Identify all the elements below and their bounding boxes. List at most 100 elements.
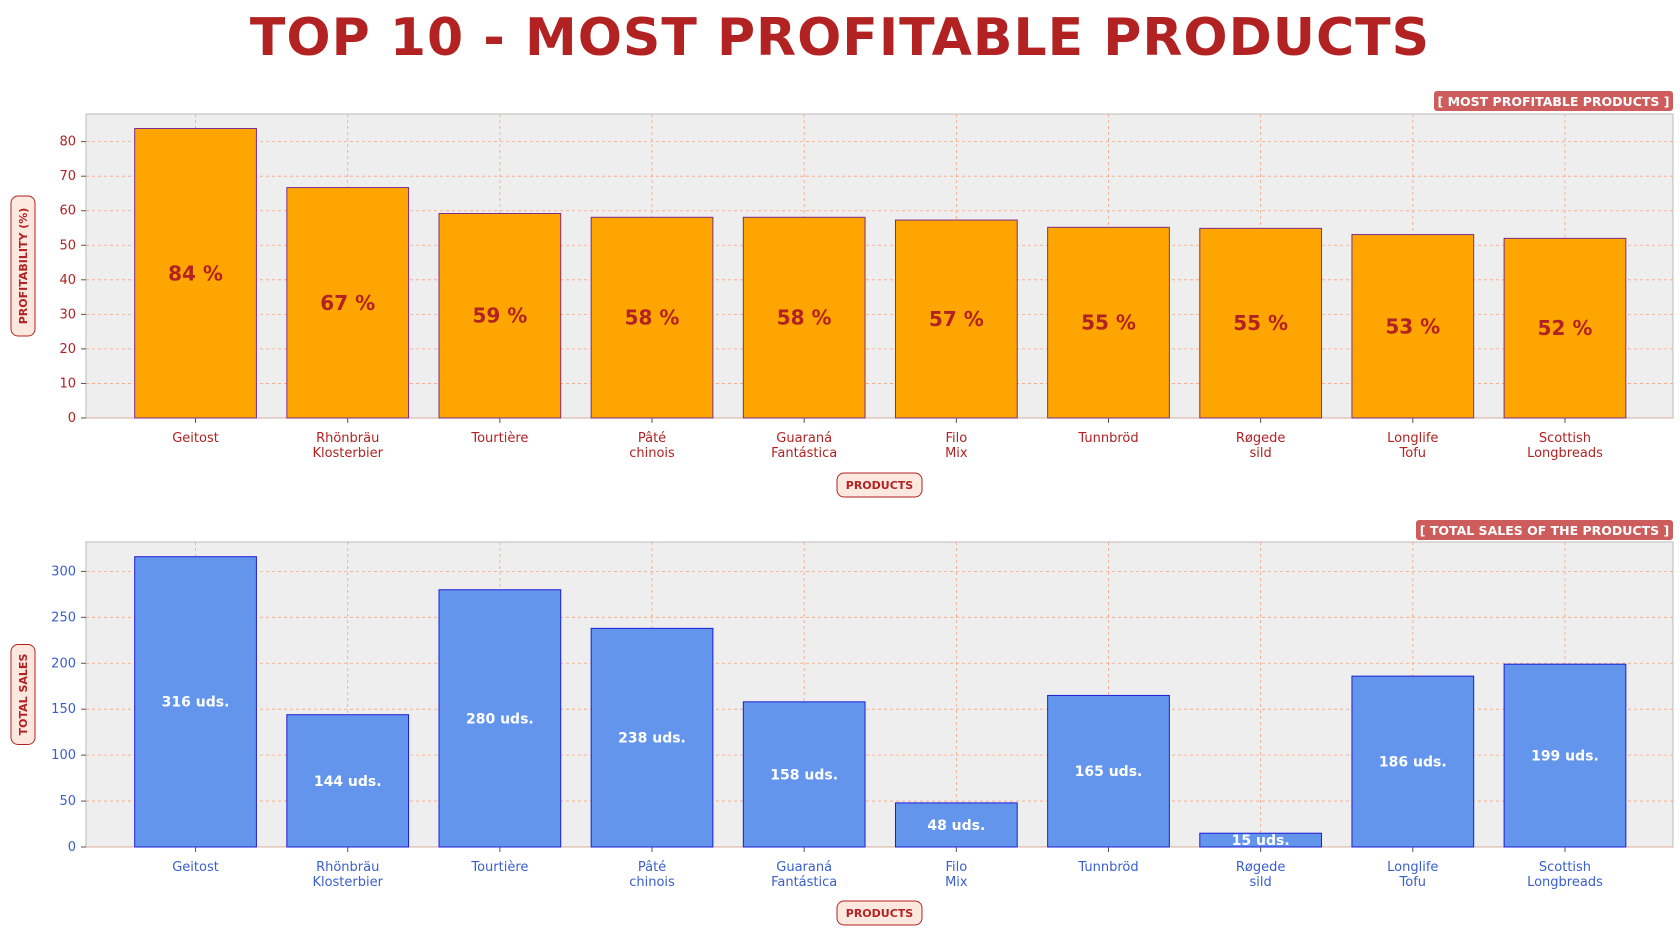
x-tick-label: Filo [945,860,967,875]
data-label: 57 % [929,307,984,331]
data-label: 84 % [168,261,223,285]
y-tick-label: 250 [51,610,76,625]
data-label: 316 uds. [162,695,230,711]
data-label: 59 % [472,304,527,328]
x-tick-label: Tourtière [470,860,528,875]
data-label: 144 uds. [314,774,382,790]
bar [590,216,714,419]
x-tick-label: Longlife [1387,431,1438,446]
x-tick-label: chinois [629,446,675,461]
bar [438,212,562,419]
x-tick-label: Scottish [1539,860,1591,875]
x-tick-label: Klosterbier [312,875,383,890]
bar [1199,227,1323,419]
x-tick-label: Tourtière [470,431,528,446]
x-tick-label: Pâté [638,860,666,875]
x-axis-label-box [836,472,923,498]
x-tick-label: Mix [945,875,968,890]
x-axis-label-box [836,900,923,926]
bar [438,589,562,848]
y-axis-label-text: PROFITABILITY (%) [17,208,30,325]
chart-badge-text: [ TOTAL SALES OF THE PRODUCTS ] [1420,523,1669,538]
chart-badge-box [1416,520,1673,540]
x-tick-label: Longbreads [1527,875,1603,890]
y-tick-label: 20 [59,342,76,357]
y-axis-label-box [10,644,36,745]
bar [1351,234,1475,419]
y-axis-label-box [10,195,36,337]
data-label: 58 % [777,306,832,330]
x-tick-label: Guaraná [776,860,832,875]
x-tick-label: Tunnbröd [1077,431,1138,446]
y-tick-label: 0 [68,840,76,855]
bar [134,128,257,419]
bar [1047,694,1170,848]
x-axis-label: PRODUCTS [836,900,923,926]
data-label: 199 uds. [1531,748,1599,764]
x-tick-label: chinois [629,875,675,890]
bar [1047,226,1170,419]
data-label: 52 % [1538,316,1593,340]
y-tick-label: 60 [59,204,76,219]
data-label: 158 uds. [770,767,838,783]
bar [742,216,866,419]
y-tick-label: 300 [51,564,76,579]
x-tick-label: Fantástica [771,875,837,890]
bar [894,219,1018,419]
data-label: 15 uds. [1232,833,1290,849]
x-tick-label: Mix [945,446,968,461]
x-axis-label: PRODUCTS [836,472,923,498]
y-tick-label: 0 [68,411,76,426]
y-axis-label: TOTAL SALES [10,644,36,745]
x-tick-label: Tofu [1399,446,1427,461]
x-tick-label: Filo [945,431,967,446]
data-label: 48 uds. [927,818,985,834]
data-label: 53 % [1385,314,1440,338]
y-tick-label: 30 [59,307,76,322]
sales-panel: 0 50 100 150 200 250 300 316 uds. Geitost 144 uds… [10,520,1674,926]
x-tick-label: sild [1250,875,1272,890]
page-title: TOP 10 - MOST PROFITABLE PRODUCTS [249,8,1431,68]
chart-badge: [ MOST PROFITABLE PRODUCTS ] [1434,91,1673,111]
x-tick-label: Klosterbier [312,446,383,461]
data-label: 58 % [625,306,680,330]
x-tick-label: Longlife [1387,860,1438,875]
data-label: 238 uds. [618,731,686,747]
y-tick-label: 50 [59,794,76,809]
y-tick-label: 200 [51,656,76,671]
x-tick-label: Røgede [1236,860,1286,875]
bar [134,556,257,848]
x-tick-label: Geitost [172,860,219,875]
bar [590,627,714,848]
y-axis-label: PROFITABILITY (%) [10,195,36,337]
y-tick-label: 150 [51,702,76,717]
profitability-panel: 0 10 20 30 40 50 60 70 80 84 % Geitost 67 % Rhönbräu… [10,91,1674,498]
x-tick-label: Tunnbröd [1077,860,1138,875]
bar [894,802,1018,848]
chart-badge-text: [ MOST PROFITABLE PRODUCTS ] [1438,94,1670,109]
x-tick-label: Rhönbräu [316,860,379,875]
bar [286,714,410,848]
x-tick-label: Pâté [638,431,666,446]
data-label: 165 uds. [1075,764,1143,780]
x-axis-label-text: PRODUCTS [846,907,914,920]
x-tick-label: Guaraná [776,431,832,446]
data-label: 280 uds. [466,711,534,727]
x-tick-label: sild [1250,446,1272,461]
x-axis-label-text: PRODUCTS [846,479,914,492]
chart-badge-box [1434,91,1673,111]
y-axis-label-text: TOTAL SALES [17,654,30,736]
y-tick-label: 10 [59,376,76,391]
data-label: 55 % [1081,311,1136,335]
x-tick-label: Geitost [172,431,219,446]
y-tick-label: 80 [59,135,76,150]
x-tick-label: Røgede [1236,431,1286,446]
bar [742,701,866,848]
y-tick-label: 70 [59,169,76,184]
x-tick-label: Scottish [1539,431,1591,446]
chart-badge: [ TOTAL SALES OF THE PRODUCTS ] [1416,520,1673,540]
x-tick-label: Fantástica [771,446,837,461]
data-label: 67 % [320,291,375,315]
data-label: 55 % [1233,311,1288,335]
